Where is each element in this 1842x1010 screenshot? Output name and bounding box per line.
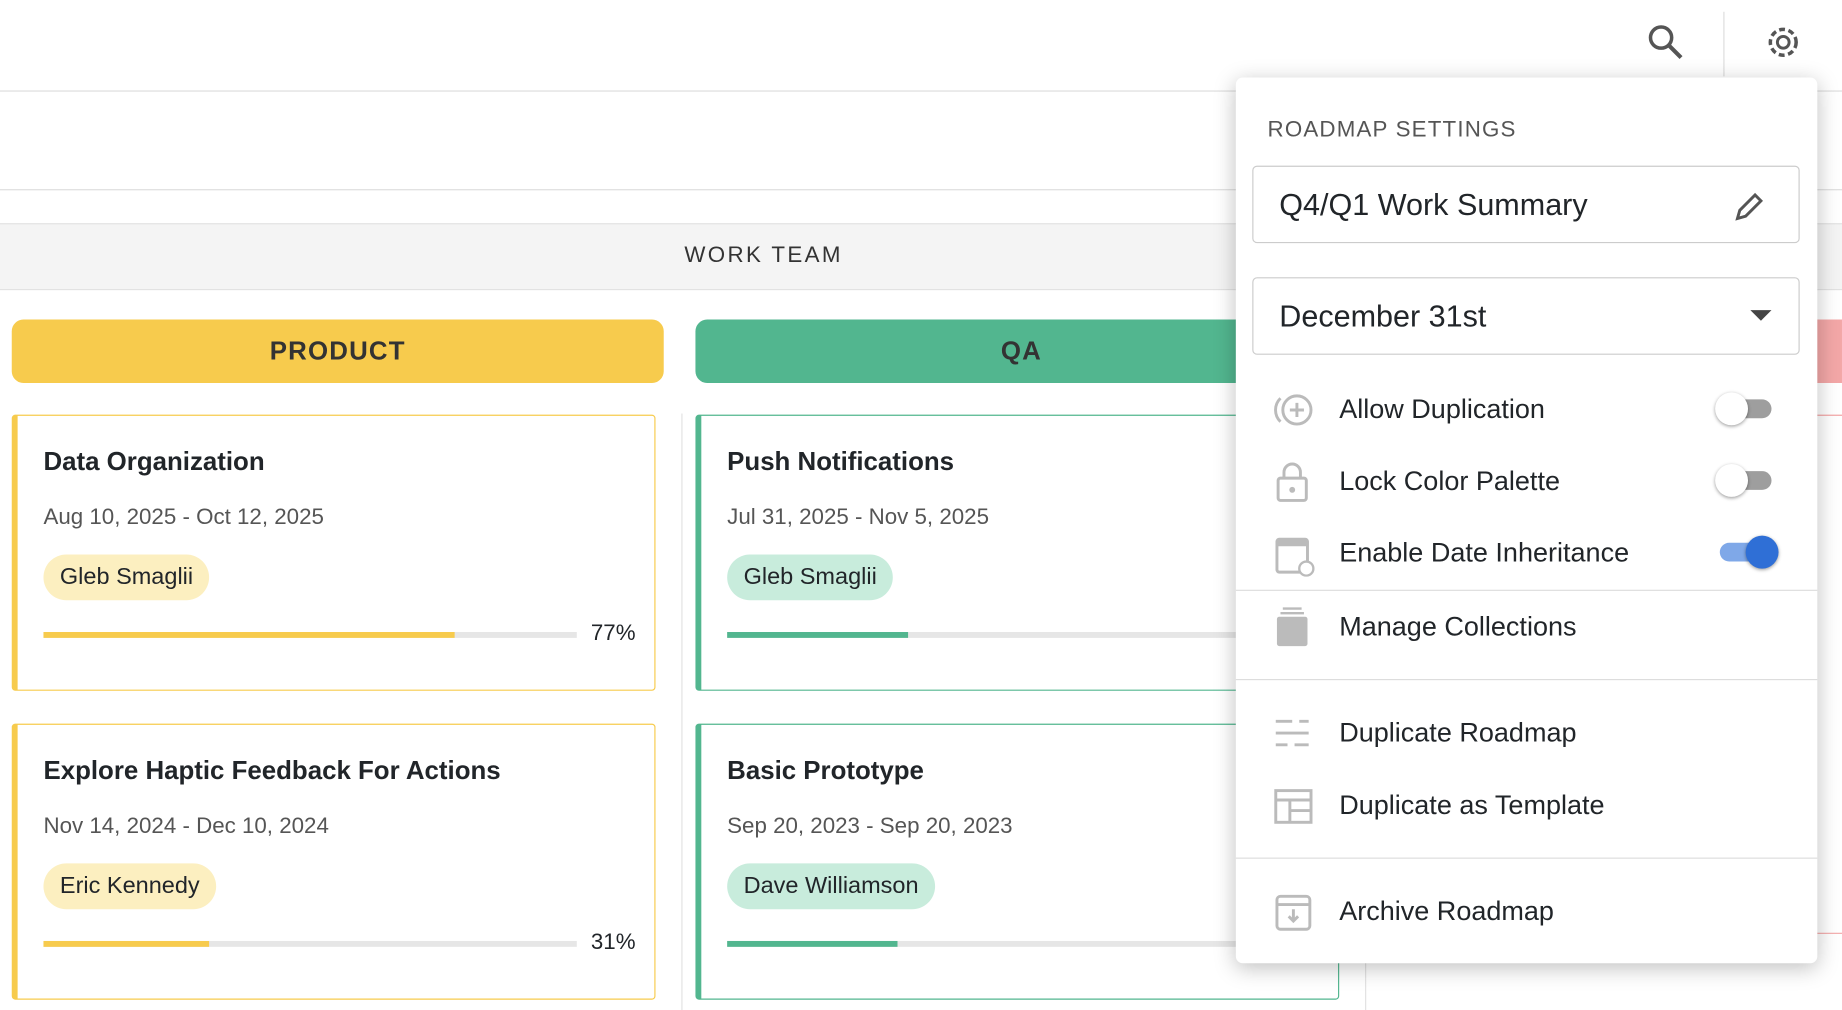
item-icon xyxy=(1275,537,1315,577)
assignee-chip: Eric Kennedy xyxy=(43,863,217,910)
progress-fill xyxy=(43,632,455,638)
item-icon xyxy=(1274,394,1313,426)
toggle-knob xyxy=(1745,535,1779,569)
divider xyxy=(0,189,1842,191)
column-separator xyxy=(681,413,683,1010)
card-dates: Aug 10, 2025 - Oct 12, 2025 xyxy=(43,505,324,530)
card-dates: Sep 20, 2023 - Sep 20, 2023 xyxy=(727,814,1013,839)
toggle-row[interactable]: Enable Date Inheritance xyxy=(1236,523,1817,582)
edit-icon[interactable] xyxy=(1733,190,1766,223)
progress-track xyxy=(43,632,577,638)
progress-track xyxy=(727,632,1261,638)
divider xyxy=(1235,857,1818,859)
card[interactable]: Basic Prototype Sep 20, 2023 - Sep 20, 20… xyxy=(695,723,1340,1000)
toggle-switch[interactable] xyxy=(1715,464,1772,497)
name-field[interactable]: Q4/Q1 Work Summary xyxy=(1252,165,1800,244)
menu-item-label: Duplicate as Template xyxy=(1339,789,1605,820)
progress-label: 77% xyxy=(590,621,636,647)
toggle-label: Lock Color Palette xyxy=(1339,465,1560,496)
progress-fill xyxy=(43,940,209,947)
item-icon xyxy=(1274,789,1313,824)
progress-fill xyxy=(727,940,898,947)
card-title: Data Organization xyxy=(43,446,265,476)
toggle-label: Allow Duplication xyxy=(1339,393,1545,425)
date-select[interactable]: December 31st xyxy=(1252,277,1800,355)
card-dates: Nov 14, 2024 - Dec 10, 2024 xyxy=(43,814,329,839)
menu-item-label: Archive Roadmap xyxy=(1339,895,1554,926)
card-title: Explore Haptic Feedback For Actions xyxy=(43,755,501,785)
topbar-border xyxy=(0,90,1842,92)
item-icon xyxy=(1275,719,1309,747)
search-icon[interactable] xyxy=(1645,21,1687,63)
menu-item[interactable]: Duplicate as Template xyxy=(1236,775,1817,834)
menu-title: ROADMAP SETTINGS xyxy=(1267,117,1517,143)
toggle-row[interactable]: Lock Color Palette xyxy=(1236,451,1817,510)
date-text: December 31st xyxy=(1279,298,1487,334)
card[interactable]: Explore Haptic Feedback For Actions Nov 1… xyxy=(11,723,656,1000)
menu-item[interactable]: Archive Roadmap xyxy=(1236,881,1817,940)
menu-item-label: Manage Collections xyxy=(1339,610,1577,642)
menu-item[interactable]: Duplicate Roadmap xyxy=(1236,702,1817,761)
card-title: Push Notifications xyxy=(727,446,955,476)
item-icon xyxy=(1276,462,1308,502)
item-icon xyxy=(1275,894,1312,931)
assignee-chip: Dave Williamson xyxy=(727,863,936,910)
dropdown-arrow xyxy=(1750,310,1772,321)
progress-track xyxy=(43,940,577,947)
group-header: WORK TEAM xyxy=(684,243,843,268)
progress-label: 31% xyxy=(590,930,636,956)
column-header: PRODUCT xyxy=(11,319,664,383)
assignee-chip: Gleb Smaglii xyxy=(43,554,210,601)
settings-menu: ROADMAP SETTINGS Q4/Q1 Work Summary Dece… xyxy=(1235,77,1818,964)
progress-fill xyxy=(727,632,909,638)
divider xyxy=(1235,678,1818,681)
toggle-label: Enable Date Inheritance xyxy=(1339,536,1630,568)
name-text: Q4/Q1 Work Summary xyxy=(1279,186,1588,223)
separator xyxy=(1723,11,1725,77)
menu-item-label: Duplicate Roadmap xyxy=(1339,716,1577,748)
card-title: Basic Prototype xyxy=(727,755,924,785)
divider xyxy=(1235,589,1818,591)
toggle-knob xyxy=(1715,464,1749,497)
card[interactable]: Data Organization Aug 10, 2025 - Oct 12, … xyxy=(11,414,656,691)
card-dates: Jul 31, 2025 - Nov 5, 2025 xyxy=(727,505,989,530)
card[interactable]: Push Notifications Jul 31, 2025 - Nov 5, … xyxy=(695,414,1340,691)
toggle-switch[interactable] xyxy=(1719,535,1779,569)
toggle-switch[interactable] xyxy=(1715,392,1772,426)
progress-track xyxy=(727,940,1261,947)
toggle-knob xyxy=(1715,392,1749,426)
toggle-row[interactable]: Allow Duplication xyxy=(1236,379,1817,438)
assignee-chip: Gleb Smaglii xyxy=(727,554,894,601)
menu-item[interactable]: Manage Collections xyxy=(1236,597,1817,656)
settings-icon[interactable] xyxy=(1762,21,1804,63)
item-icon xyxy=(1276,607,1308,647)
